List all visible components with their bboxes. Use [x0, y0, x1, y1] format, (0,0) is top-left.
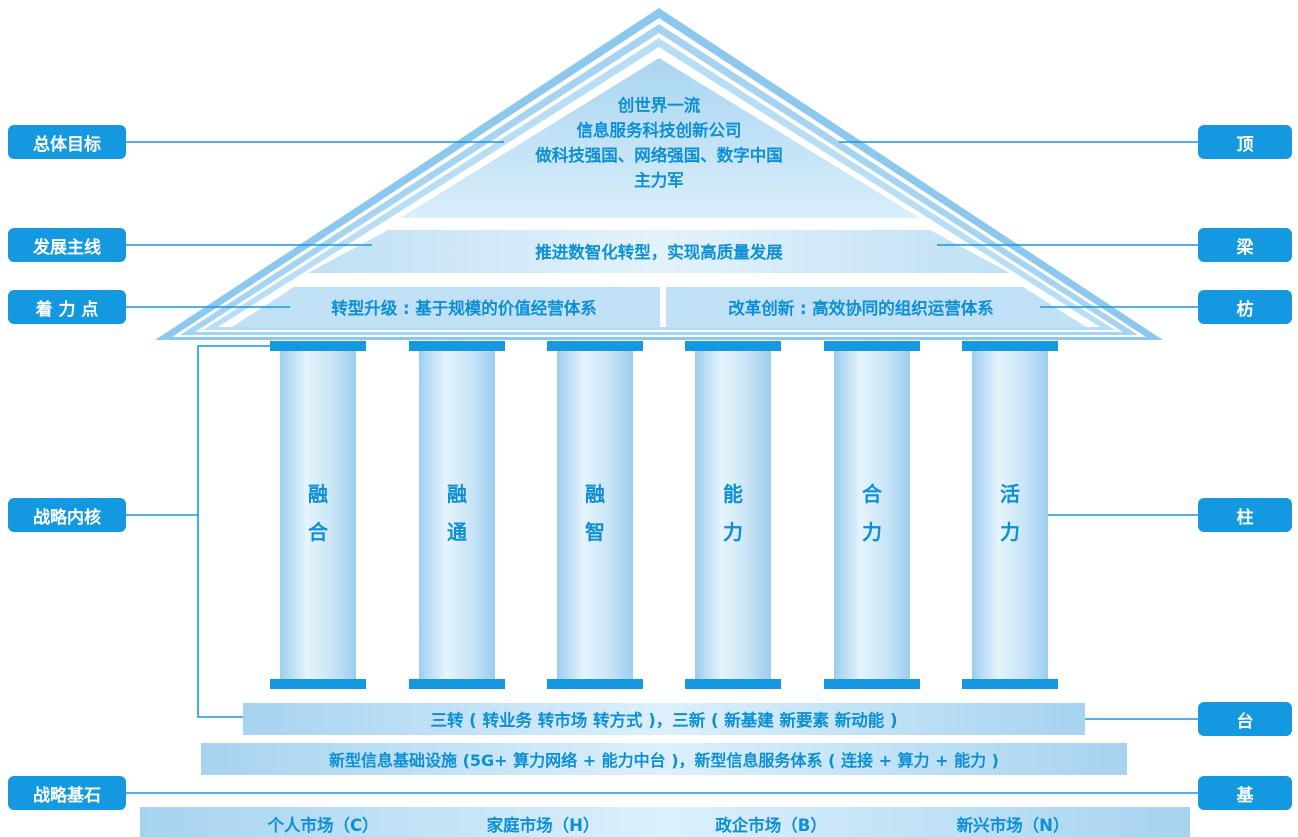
connector-lines	[126, 141, 1198, 794]
market-personal: 个人市场（C）	[267, 816, 379, 835]
label-platform: 台	[1198, 702, 1292, 736]
label-strategic-core: 战略内核	[8, 498, 126, 532]
column-5	[824, 341, 920, 689]
column-6	[962, 341, 1058, 689]
market-government-enterprise: 政企市场（B）	[715, 816, 827, 835]
column-5-char-2: 力	[862, 520, 882, 544]
column-3	[547, 341, 643, 689]
goal-line-2: 信息服务科技创新公司	[576, 121, 742, 140]
label-overall-goal: 总体目标	[8, 125, 126, 159]
label-strategic-cornerstone: 战略基石	[8, 776, 126, 810]
focus-band-left	[232, 287, 660, 327]
platform-line-1: 三转 ( 转业务 转市场 转方式 )，三新 ( 新基建 新要素 新动能 )	[430, 711, 898, 730]
market-home: 家庭市场（H）	[486, 816, 600, 835]
column-5-char-1: 合	[862, 482, 883, 506]
column-6-char-1: 活	[1000, 482, 1020, 506]
column-4-char-1: 能	[723, 482, 743, 506]
main-line-band	[308, 230, 1010, 273]
column-3-char-2: 智	[585, 520, 605, 544]
platform-band-1	[243, 703, 1085, 735]
market-emerging: 新兴市场（N）	[956, 816, 1070, 835]
column-2-char-1: 融	[447, 482, 467, 506]
column-3-char-1: 融	[585, 482, 605, 506]
column-6-char-2: 力	[1000, 520, 1020, 544]
label-top: 顶	[1198, 125, 1292, 159]
column-2-char-2: 通	[447, 520, 467, 544]
focus-right-text: 改革创新 : 高效协同的组织运营体系	[728, 299, 994, 318]
columns	[270, 341, 1058, 689]
focus-band-right	[666, 287, 1086, 327]
market-band	[140, 807, 1190, 837]
column-1-char-1: 融	[308, 482, 328, 506]
column-1	[270, 341, 366, 689]
overall-goal-text: 创世界一流 信息服务科技创新公司 做科技强国、网络强国、数字中国 主力军	[460, 93, 858, 193]
goal-line-1: 创世界一流	[617, 96, 701, 115]
label-purlin: 枋	[1198, 290, 1292, 324]
column-labels: 融 合 融 通 融 智 能 力 合 力 活 力	[308, 482, 1020, 544]
main-line-text: 推进数智化转型，实现高质量发展	[535, 243, 783, 262]
column-4	[685, 341, 781, 689]
platform-band-2	[201, 743, 1127, 775]
goal-line-4: 主力军	[634, 171, 684, 190]
column-1-char-2: 合	[308, 520, 329, 544]
column-4-char-2: 力	[723, 520, 743, 544]
label-main-line: 发展主线	[8, 228, 126, 262]
label-base: 基	[1198, 776, 1292, 810]
label-focus: 着 力 点	[8, 290, 126, 324]
platform-line-2: 新型信息基础设施 (5G+ 算力网络 + 能力中台 )，新型信息服务体系 ( 连…	[329, 751, 999, 770]
roof-goal-block	[400, 58, 920, 218]
column-2	[409, 341, 505, 689]
label-beam: 梁	[1198, 228, 1292, 262]
label-pillar: 柱	[1198, 498, 1292, 532]
goal-line-3: 做科技强国、网络强国、数字中国	[535, 146, 783, 165]
focus-left-text: 转型升级 : 基于规模的价值经营体系	[331, 299, 597, 318]
